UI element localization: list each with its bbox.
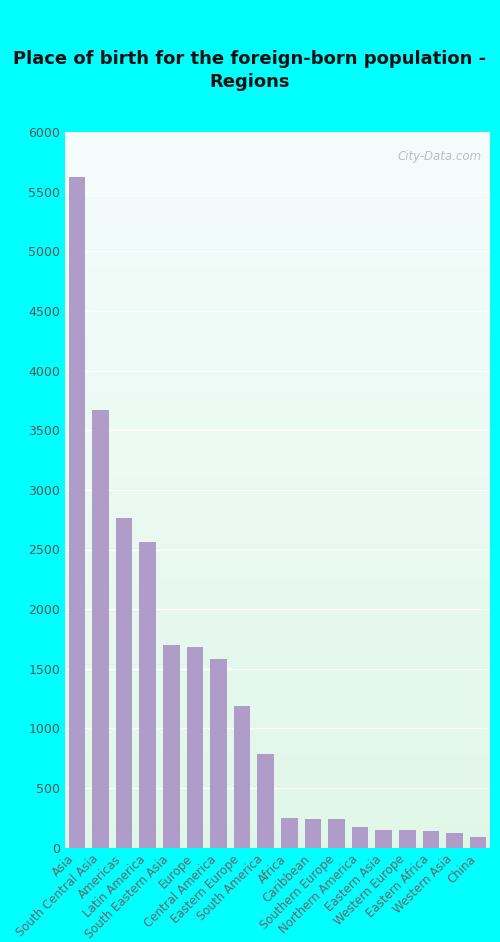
Bar [68,177,85,848]
Bar [446,834,463,848]
Bar [186,647,203,848]
Bar [210,659,226,848]
Bar [116,518,132,848]
Bar [258,754,274,848]
Bar [470,837,486,848]
Bar [281,818,297,848]
Bar [422,831,439,848]
Bar [140,543,156,848]
Bar [234,706,250,848]
Bar [304,820,321,848]
Bar [376,830,392,848]
Bar [92,410,108,848]
Bar [399,831,415,848]
Text: City-Data.com: City-Data.com [398,150,481,163]
Bar [352,827,368,848]
Bar [328,820,345,848]
Text: Place of birth for the foreign-born population -
Regions: Place of birth for the foreign-born popu… [14,50,486,91]
Bar [163,645,180,848]
